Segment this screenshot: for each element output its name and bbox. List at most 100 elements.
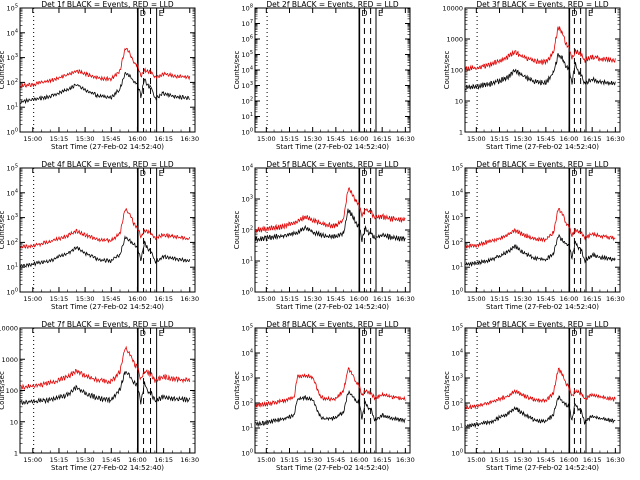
x-axis-label: Start Time (27-Feb-02 14:52:40) [486, 464, 599, 472]
y-tick-label: 105 [7, 164, 18, 173]
flare-label: E [588, 329, 593, 338]
x-tick-label: 15:15 [280, 295, 299, 303]
y-tick-exponent: 2 [460, 399, 463, 405]
y-tick-exponent: 8 [250, 4, 253, 10]
y-tick-exponent: 2 [15, 78, 18, 84]
x-axis-label: Start Time (27-Feb-02 14:52:40) [276, 303, 389, 311]
x-tick-label: 15:00 [23, 456, 42, 464]
x-tick-label: 15:00 [467, 456, 486, 464]
y-tick-exponent: 2 [250, 226, 253, 232]
y-axis-label: Counts/sec [443, 371, 451, 410]
x-tick-label: 15:45 [536, 135, 555, 143]
y-tick-exponent: 3 [250, 81, 253, 87]
y-tick-label: 101 [452, 263, 463, 272]
plot-frame [464, 167, 621, 293]
x-tick-label: 15:15 [50, 456, 69, 464]
y-tick-exponent: 4 [15, 188, 18, 194]
y-tick-label: 100 [6, 387, 18, 395]
y-tick-label: 100 [452, 449, 463, 458]
x-tick-label: 16:15 [373, 135, 392, 143]
y-tick-label: 10000 [0, 325, 18, 333]
x-tick-label: 16:15 [154, 295, 173, 303]
x-tick-label: 16:30 [396, 456, 415, 464]
y-tick-exponent: 4 [15, 28, 18, 34]
y-tick-exponent: 5 [15, 164, 18, 170]
x-tick-label: 15:00 [467, 135, 486, 143]
y-tick-exponent: 5 [250, 324, 253, 330]
y-tick-exponent: 7 [250, 19, 253, 25]
y-tick-exponent: 2 [250, 399, 253, 405]
x-tick-label: 15:45 [536, 295, 555, 303]
y-tick-label: 105 [242, 50, 253, 59]
x-tick-label: 15:45 [102, 295, 121, 303]
panel-7: Det 7f BLACK = Events, RED = LLD Counts/s… [0, 320, 199, 472]
flare-label: E [588, 169, 593, 178]
y-axis-label: Counts/sec [443, 211, 451, 250]
events-series-line [20, 71, 190, 105]
y-tick-exponent: 4 [460, 349, 463, 355]
y-tick-label: 102 [7, 78, 18, 87]
y-tick-exponent: 0 [15, 288, 18, 294]
lld-series-line [20, 47, 191, 89]
events-series-line [465, 53, 616, 91]
y-tick-label: 101 [242, 257, 253, 266]
y-tick-label: 103 [452, 374, 463, 383]
x-tick-label: 15:15 [490, 135, 509, 143]
panel-2: Det 2f BLACK = Events, RED = LLD Counts/s… [233, 0, 415, 151]
y-tick-label: 105 [7, 4, 18, 13]
y-tick-label: 101 [452, 424, 463, 433]
panel-6: Det 6f BLACK = Events, RED = LLD Counts/s… [443, 160, 625, 311]
y-tick-label: 102 [7, 238, 18, 247]
flare-label: D [571, 9, 577, 18]
y-tick-label: 100 [242, 288, 253, 297]
flare-label: E [159, 9, 164, 18]
y-tick-label: 103 [242, 195, 253, 204]
lld-series-line [465, 207, 616, 250]
flare-label: E [378, 9, 383, 18]
y-tick-label: 103 [242, 81, 253, 90]
y-tick-label: 102 [452, 399, 463, 408]
plot-frame [464, 327, 621, 454]
x-tick-label: 16:00 [350, 456, 369, 464]
y-tick-label: 102 [242, 399, 253, 408]
flare-label: D [361, 9, 367, 18]
y-tick-label: 1000 [446, 36, 463, 44]
x-tick-label: 15:30 [513, 295, 532, 303]
x-tick-label: 15:15 [280, 135, 299, 143]
events-series-line [20, 370, 191, 405]
y-tick-label: 104 [7, 28, 18, 37]
x-tick-label: 15:45 [536, 456, 555, 464]
x-tick-label: 15:45 [102, 456, 121, 464]
panel-9: Det 9f BLACK = Events, RED = LLD Counts/s… [443, 320, 625, 472]
x-tick-label: 15:00 [257, 135, 276, 143]
x-tick-label: 15:00 [257, 295, 276, 303]
chart-title: Det 7f BLACK = Events, RED = LLD [41, 320, 174, 329]
x-tick-label: 15:00 [467, 295, 486, 303]
x-tick-label: 15:30 [76, 295, 95, 303]
y-tick-label: 10 [455, 98, 463, 106]
y-tick-exponent: 5 [15, 4, 18, 10]
y-tick-label: 102 [242, 97, 253, 106]
y-tick-label: 105 [452, 164, 463, 173]
y-tick-label: 104 [242, 66, 253, 75]
lld-series-line [465, 367, 616, 410]
y-tick-exponent: 5 [460, 164, 463, 170]
events-series-line [465, 395, 616, 429]
events-series-line [255, 389, 406, 428]
y-tick-label: 10 [10, 418, 18, 426]
y-tick-label: 101 [242, 112, 253, 121]
x-tick-label: 15:45 [326, 295, 345, 303]
x-tick-label: 15:15 [50, 135, 69, 143]
y-tick-exponent: 6 [250, 35, 253, 41]
panel-4: Det 4f BLACK = Events, RED = LLD Counts/s… [0, 160, 199, 311]
lld-series-line [255, 186, 406, 233]
x-tick-label: 15:30 [303, 456, 322, 464]
y-tick-label: 100 [242, 449, 253, 458]
plot-frame [254, 327, 411, 454]
x-tick-label: 16:30 [396, 135, 415, 143]
lld-series-line [255, 367, 406, 408]
plot-frame [19, 327, 196, 454]
y-tick-exponent: 1 [15, 103, 18, 109]
flare-label: D [361, 169, 367, 178]
